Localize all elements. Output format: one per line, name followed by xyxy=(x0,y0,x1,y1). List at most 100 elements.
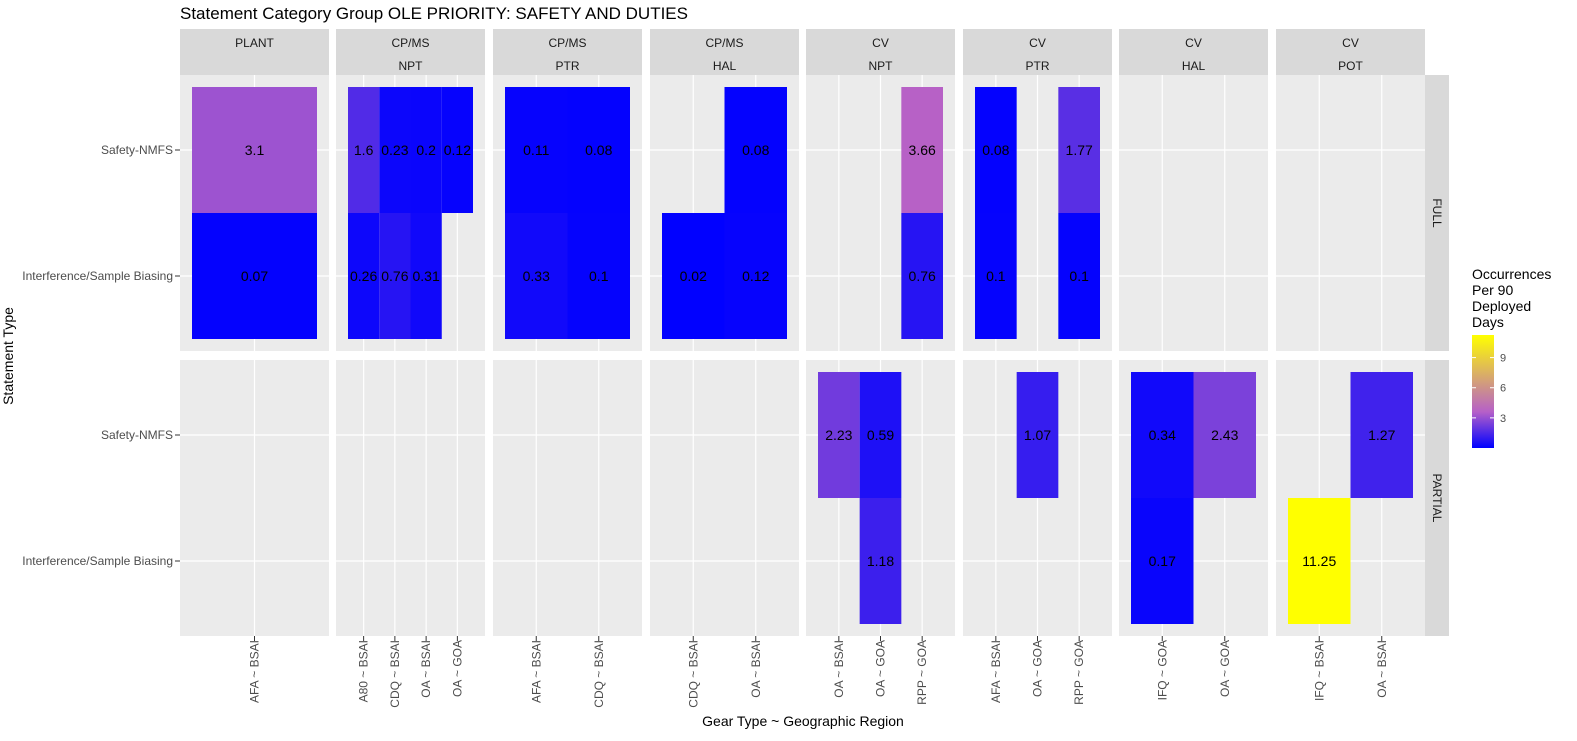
heatmap-tile xyxy=(975,213,1017,339)
legend-title-line-3: Deployed xyxy=(1472,298,1531,314)
heatmap-tile xyxy=(567,87,630,213)
heatmap-tile xyxy=(505,213,568,339)
tile-value-label: 0.12 xyxy=(444,142,471,158)
tile-value-label: 0.59 xyxy=(867,427,894,443)
tile-value-label: 0.17 xyxy=(1149,553,1176,569)
x-tick-label: OA ~ GOA xyxy=(1031,640,1045,697)
heatmap-tile xyxy=(859,372,902,498)
y-tick-label: Interference/Sample Biasing xyxy=(22,269,173,283)
legend-title-line-2: Per 90 xyxy=(1472,282,1513,298)
tile-value-label: 0.08 xyxy=(982,142,1009,158)
heatmap-tile xyxy=(662,213,725,339)
y-tick-label: Safety-NMFS xyxy=(101,143,173,157)
tile-value-label: 0.07 xyxy=(241,268,268,284)
heatmap-tile xyxy=(379,213,411,339)
panel-full-7 xyxy=(1119,75,1268,351)
tile-value-label: 1.6 xyxy=(354,142,374,158)
column-strip-8 xyxy=(1276,29,1425,75)
heatmap-tile xyxy=(505,87,568,213)
tile-value-label: 0.08 xyxy=(585,142,612,158)
heatmap-tile xyxy=(1131,372,1194,498)
tile-value-label: 0.1 xyxy=(589,268,609,284)
tile-value-label: 0.11 xyxy=(523,142,549,158)
legend-tick-label: 6 xyxy=(1500,383,1506,395)
heatmap-tile xyxy=(410,213,442,339)
tile-value-label: 11.25 xyxy=(1302,553,1336,569)
column-strip-2-bottom-label: NPT xyxy=(399,59,424,73)
x-tick-label: OA ~ GOA xyxy=(450,640,464,697)
column-strip-3-bottom-label: PTR xyxy=(556,59,580,73)
x-tick-label: OA ~ BSAI xyxy=(419,640,433,698)
legend-title-line-1: Occurrences xyxy=(1472,266,1551,282)
x-tick-label: IFQ ~ GOA xyxy=(1155,640,1169,700)
heatmap-tile xyxy=(1058,87,1100,213)
tile-value-label: 0.1 xyxy=(1069,268,1089,284)
column-strip-4-bottom-label: HAL xyxy=(713,59,737,73)
tile-value-label: 0.23 xyxy=(381,142,408,158)
x-tick-label: IFQ ~ BSAI xyxy=(1312,640,1326,701)
tile-value-label: 0.31 xyxy=(413,268,440,284)
tile-value-label: 1.27 xyxy=(1368,427,1395,443)
column-strip-7-bottom-label: HAL xyxy=(1182,59,1206,73)
heatmap-tile xyxy=(1131,498,1194,624)
row-strip-full xyxy=(1425,75,1449,351)
x-tick-label: OA ~ BSAI xyxy=(1375,640,1389,698)
column-strip-4 xyxy=(650,29,799,75)
chart-title: Statement Category Group OLE PRIORITY: S… xyxy=(180,4,688,23)
tile-value-label: 0.76 xyxy=(909,268,936,284)
legend-colorbar xyxy=(1472,335,1494,448)
heatmap-tile xyxy=(567,213,630,339)
heatmap-tile xyxy=(192,213,317,339)
facet-strips: PLANT CP/MS NPT CP/MS PTR CP/MS HAL CV NPT CV PTR C… xyxy=(180,29,1449,636)
column-strip-2 xyxy=(336,29,485,75)
column-strip-8-top-label: CV xyxy=(1342,36,1359,50)
x-tick-label: OA ~ BSAI xyxy=(749,640,763,698)
x-tick-label: OA ~ GOA xyxy=(1218,640,1232,697)
panel-partial-2 xyxy=(336,360,485,636)
tile-value-label: 0.33 xyxy=(523,268,550,284)
column-strip-7 xyxy=(1119,29,1268,75)
legend-tick-label: 3 xyxy=(1500,413,1506,425)
column-strip-1-top-label: PLANT xyxy=(235,36,274,50)
row-strip-partial-label: PARTIAL xyxy=(1430,474,1444,523)
heatmap-tile xyxy=(975,87,1017,213)
tile-value-label: 1.18 xyxy=(867,553,894,569)
heatmap-tile xyxy=(348,87,380,213)
tile-value-label: 0.2 xyxy=(416,142,436,158)
y-tick-label: Interference/Sample Biasing xyxy=(22,554,173,568)
tile-value-label: 0.26 xyxy=(350,268,377,284)
heatmap-tile xyxy=(724,87,787,213)
column-strip-5-top-label: CV xyxy=(872,36,889,50)
x-tick-label: AFA ~ BSAI xyxy=(529,640,543,703)
x-tick-label: CDQ ~ BSAI xyxy=(388,640,402,708)
axes: Safety-NMFS Interference/Sample Biasing Sa… xyxy=(22,143,1389,708)
row-strip-full-label: FULL xyxy=(1430,198,1444,228)
tile-value-label: 2.23 xyxy=(825,427,852,443)
column-strip-4-top-label: CP/MS xyxy=(705,36,743,50)
x-axis-title: Gear Type ~ Geographic Region xyxy=(702,713,904,729)
tile-value-label: 0.34 xyxy=(1149,427,1176,443)
tile-value-label: 3.1 xyxy=(245,142,265,158)
x-tick-label: AFA ~ BSAI xyxy=(248,640,262,703)
heatmap-tile xyxy=(724,213,787,339)
x-tick-label: CDQ ~ BSAI xyxy=(686,640,700,708)
row-strip-partial xyxy=(1425,360,1449,636)
column-strip-6 xyxy=(963,29,1112,75)
column-strip-7-top-label: CV xyxy=(1185,36,1202,50)
heatmap-tile xyxy=(410,87,442,213)
heatmap-tile xyxy=(859,498,902,624)
heatmap-tile xyxy=(1288,498,1351,624)
tile-value-label: 0.1 xyxy=(986,268,1006,284)
column-strip-6-bottom-label: PTR xyxy=(1026,59,1050,73)
tile-value-label: 0.08 xyxy=(742,142,769,158)
heatmap-tile xyxy=(901,213,943,339)
y-tick-label: Safety-NMFS xyxy=(101,428,173,442)
panel-full-8 xyxy=(1276,75,1425,351)
color-legend: Occurrences Per 90 Deployed Days 3 6 9 xyxy=(1472,266,1551,448)
x-tick-label: RPP ~ GOA xyxy=(915,640,929,705)
x-tick-label: OA ~ GOA xyxy=(874,640,888,697)
heatmap-tile xyxy=(192,87,317,213)
tile-value-label: 3.66 xyxy=(909,142,936,158)
column-strip-3 xyxy=(493,29,642,75)
